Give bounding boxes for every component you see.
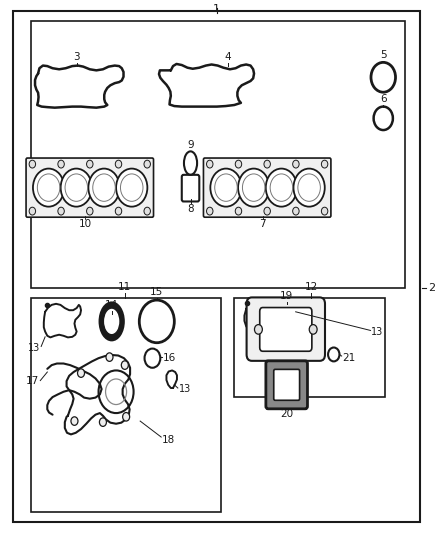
Circle shape: [78, 369, 85, 377]
Text: 2: 2: [428, 283, 435, 293]
Circle shape: [293, 207, 299, 215]
Circle shape: [87, 160, 93, 168]
Bar: [31, 21, 405, 288]
FancyBboxPatch shape: [274, 369, 300, 400]
Text: 15: 15: [150, 287, 163, 297]
Text: 13: 13: [179, 384, 191, 394]
Circle shape: [207, 160, 213, 168]
Circle shape: [235, 160, 242, 168]
Bar: [31, 298, 221, 512]
Circle shape: [210, 168, 242, 207]
Circle shape: [264, 160, 270, 168]
Text: 11: 11: [118, 282, 131, 292]
Circle shape: [99, 418, 106, 426]
Circle shape: [254, 325, 262, 334]
Circle shape: [207, 207, 213, 215]
Circle shape: [264, 207, 270, 215]
Circle shape: [88, 168, 120, 207]
FancyBboxPatch shape: [260, 308, 312, 351]
Text: 3: 3: [73, 52, 80, 62]
Circle shape: [266, 168, 297, 207]
Circle shape: [144, 207, 150, 215]
Ellipse shape: [103, 308, 120, 335]
Text: 5: 5: [380, 50, 387, 60]
FancyBboxPatch shape: [26, 158, 153, 217]
Circle shape: [61, 168, 92, 207]
FancyBboxPatch shape: [203, 158, 331, 217]
Circle shape: [33, 168, 64, 207]
Text: 13: 13: [371, 327, 384, 336]
Text: 21: 21: [343, 353, 356, 363]
Circle shape: [238, 168, 269, 207]
Circle shape: [309, 325, 317, 334]
Ellipse shape: [99, 302, 125, 342]
Circle shape: [116, 168, 147, 207]
Text: 18: 18: [162, 435, 175, 445]
Text: 9: 9: [187, 140, 194, 150]
Text: 19: 19: [280, 291, 293, 301]
Circle shape: [123, 413, 130, 421]
Circle shape: [87, 207, 93, 215]
Bar: [234, 298, 385, 397]
Text: 1: 1: [213, 4, 220, 14]
Text: 7: 7: [259, 219, 266, 229]
Text: 20: 20: [280, 409, 293, 419]
Circle shape: [293, 160, 299, 168]
Text: 14: 14: [105, 300, 118, 310]
Circle shape: [321, 160, 328, 168]
Text: 6: 6: [380, 94, 387, 104]
FancyBboxPatch shape: [247, 297, 325, 361]
Circle shape: [144, 160, 150, 168]
Circle shape: [321, 207, 328, 215]
Circle shape: [71, 417, 78, 425]
Text: 10: 10: [79, 219, 92, 229]
Text: 12: 12: [304, 282, 318, 292]
Circle shape: [115, 160, 122, 168]
Circle shape: [121, 361, 128, 369]
Circle shape: [115, 207, 122, 215]
Text: 4: 4: [224, 52, 231, 62]
Circle shape: [29, 207, 35, 215]
Text: 8: 8: [187, 204, 194, 214]
Text: 16: 16: [163, 353, 176, 363]
Text: 17: 17: [26, 376, 39, 386]
Circle shape: [293, 168, 325, 207]
Circle shape: [235, 207, 242, 215]
Circle shape: [106, 353, 113, 361]
Circle shape: [29, 160, 35, 168]
Circle shape: [58, 207, 64, 215]
Circle shape: [58, 160, 64, 168]
Text: 13: 13: [28, 343, 40, 352]
FancyBboxPatch shape: [266, 361, 307, 409]
